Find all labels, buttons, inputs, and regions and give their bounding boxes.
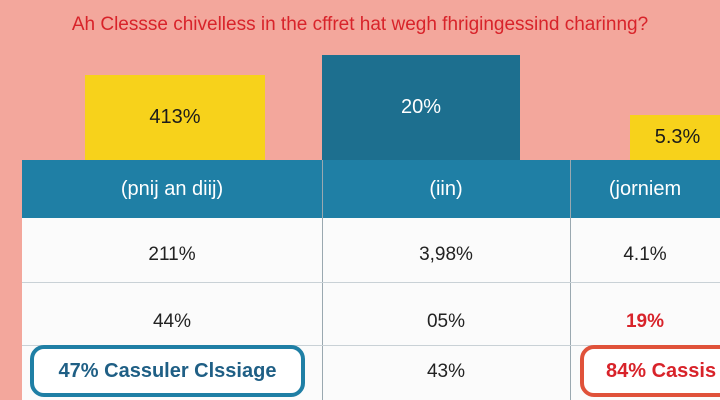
cell: 19%: [625, 311, 665, 332]
divider: [322, 160, 323, 400]
divider: [22, 345, 720, 346]
badge: 413%: [85, 75, 265, 160]
badge: 5.3%: [630, 115, 720, 160]
divider: [570, 160, 571, 400]
title: Ah Clessse chivelless in the cffret hat …: [71, 14, 649, 35]
cell: 44%: [152, 311, 192, 332]
cell: 43%: [426, 361, 466, 382]
column-header: (iin): [322, 160, 570, 218]
column-header: (pnij an diij): [22, 160, 322, 218]
badge: 20%: [322, 55, 520, 160]
cell: 3,98%: [419, 244, 473, 265]
callout: 47% Cassuler Clssiage: [30, 345, 305, 397]
divider: [22, 282, 720, 283]
cell: 05%: [426, 311, 466, 332]
cell: 4.1%: [623, 244, 667, 265]
cell: 211%: [148, 244, 196, 265]
column-header: (jorniem: [570, 160, 720, 218]
callout: 84% Cassis: [580, 345, 720, 397]
